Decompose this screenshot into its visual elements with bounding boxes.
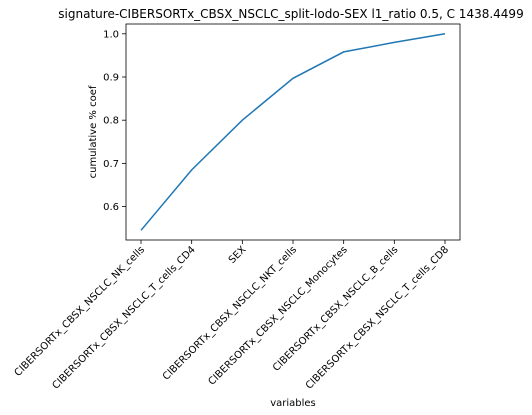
y-tick-label: 0.6: [103, 202, 119, 213]
x-axis-label: variables: [270, 398, 316, 409]
y-tick-label: 1.0: [103, 29, 119, 40]
x-axis: CIBERSORTx_CBSX_NSCLC_NK_cellsCIBERSORTx…: [13, 240, 451, 392]
y-tick-label: 0.7: [103, 159, 119, 170]
series-line: [140, 33, 446, 231]
x-tick-label: SEX: [227, 244, 249, 266]
chart-title: signature-CIBERSORTx_CBSX_NSCLC_split-lo…: [58, 7, 523, 21]
plot-area-frame: [125, 23, 461, 241]
y-axis: 0.6 0.7 0.8 0.9 1.0: [103, 29, 126, 213]
y-tick-label: 0.8: [103, 116, 119, 127]
y-axis-label: cumulative % coef: [88, 85, 99, 178]
y-tick-label: 0.9: [103, 72, 119, 83]
